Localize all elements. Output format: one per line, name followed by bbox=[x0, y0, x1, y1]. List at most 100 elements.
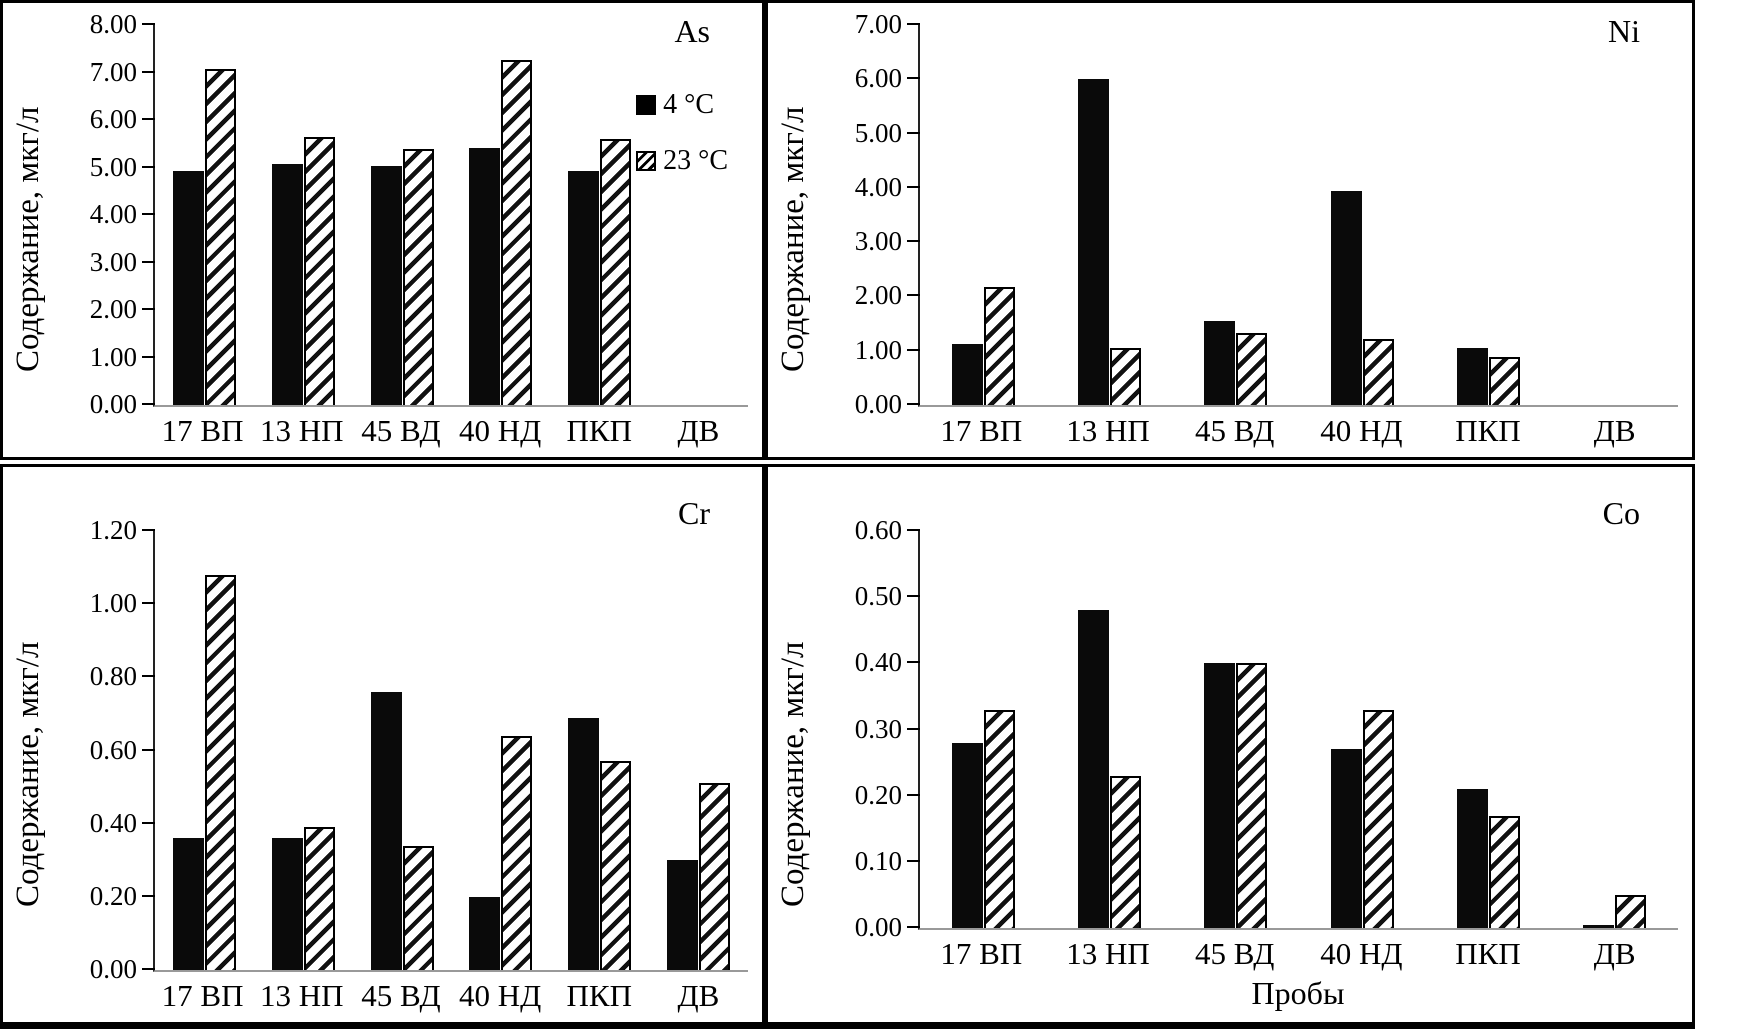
chart-title-co: Co bbox=[1602, 495, 1640, 531]
y-tick-label: 0.40 bbox=[89, 807, 137, 838]
x-axis-labels: 17 ВП 13 НП 45 ВД 40 НД ПКП ДВ bbox=[153, 972, 748, 1018]
bar-23c bbox=[699, 783, 731, 970]
chart-panel-cr: Cr Содержание, мкг/л 0.00 0.20 0.40 0.60 0.8… bbox=[0, 464, 765, 1029]
x-tick-label: 45 ВД bbox=[361, 977, 441, 1013]
bar-group bbox=[1552, 25, 1678, 405]
bar-group bbox=[451, 25, 550, 405]
y-tick: 1.00 bbox=[90, 590, 155, 617]
legend-item-23c: 23 °C bbox=[636, 147, 728, 175]
bar-4c bbox=[1456, 348, 1488, 405]
chart-panel-as: As 4 °C 23 °C Содержание, мкг/л 0.00 1.00… bbox=[0, 0, 765, 460]
y-tick: 7.00 bbox=[855, 10, 920, 37]
y-tick-label: 8.00 bbox=[89, 8, 137, 39]
bar-23c bbox=[600, 139, 632, 405]
legend-swatch-23c-icon bbox=[636, 151, 657, 171]
y-tick-label: 7.00 bbox=[89, 56, 137, 87]
bar-group bbox=[1173, 531, 1299, 928]
bar-group bbox=[1425, 531, 1551, 928]
y-tick: 4.00 bbox=[855, 173, 920, 200]
legend-label-23c: 23 °C bbox=[663, 145, 728, 176]
bar-group bbox=[254, 531, 353, 970]
y-tick-label: 0.00 bbox=[89, 953, 137, 984]
y-tick-label: 1.20 bbox=[89, 514, 137, 545]
bar-group bbox=[649, 25, 748, 405]
bar-group bbox=[1552, 531, 1678, 928]
y-tick: 7.00 bbox=[90, 58, 155, 85]
x-tick-label: 17 ВП bbox=[161, 977, 244, 1013]
y-tick-label: 1.00 bbox=[854, 334, 902, 365]
x-axis-title: Пробы bbox=[1251, 975, 1345, 1011]
plot-area-as: 0.00 1.00 2.00 3.00 4.00 5.00 6.00 7.00 8.00 bbox=[90, 10, 748, 417]
x-tick-label: 45 ВД bbox=[361, 412, 441, 448]
y-tick-label: 0.00 bbox=[854, 911, 902, 942]
y-tick-label: 0.80 bbox=[89, 661, 137, 692]
y-tick-label: 0.60 bbox=[854, 514, 902, 545]
x-tick-label: 13 НП bbox=[1066, 412, 1150, 448]
y-tick: 0.30 bbox=[855, 715, 920, 742]
y-tick-label: 0.20 bbox=[89, 880, 137, 911]
x-tick-label: 45 ВД bbox=[1194, 412, 1275, 448]
bar-23c bbox=[204, 68, 236, 405]
chart-title-as: As bbox=[674, 13, 710, 49]
bar-4c bbox=[271, 163, 303, 405]
x-tick-label: 40 НД bbox=[458, 412, 542, 448]
plot-area-co: 0.00 0.10 0.20 0.30 0.40 0.50 0.60 bbox=[855, 516, 1678, 940]
y-tick: 0.60 bbox=[90, 736, 155, 763]
x-tick-label: 40 НД bbox=[1320, 935, 1403, 971]
bar-4c bbox=[1077, 610, 1109, 928]
y-tick-label: 5.00 bbox=[854, 117, 902, 148]
chart-title-ni: Ni bbox=[1608, 13, 1640, 49]
x-axis-labels: 17 ВП 13 НП 45 ВД 40 НД ПКП ДВ bbox=[918, 407, 1678, 453]
legend-swatch-4c-icon bbox=[636, 95, 657, 115]
bar-4c bbox=[1330, 749, 1362, 928]
x-tick-label: 17 ВП bbox=[161, 412, 244, 448]
y-tick: 0.00 bbox=[90, 955, 155, 982]
bar-23c bbox=[1362, 338, 1394, 405]
y-tick: 0.00 bbox=[855, 913, 920, 940]
bar-4c bbox=[951, 742, 983, 928]
y-tick-label: 4.00 bbox=[854, 171, 902, 202]
bar-4c bbox=[1330, 190, 1362, 405]
y-tick: 0.80 bbox=[90, 663, 155, 690]
bar-group bbox=[649, 531, 748, 970]
bar-group bbox=[353, 25, 452, 405]
y-tick: 0.20 bbox=[90, 882, 155, 909]
x-tick-label: ДВ bbox=[677, 977, 720, 1013]
x-tick-label: 45 ВД bbox=[1194, 935, 1275, 971]
bar-group bbox=[920, 25, 1046, 405]
bar-23c bbox=[1109, 348, 1141, 405]
y-axis-title: Содержание, мкг/л bbox=[10, 641, 46, 908]
x-tick-label: 40 НД bbox=[1320, 412, 1403, 448]
bar-23c bbox=[501, 735, 533, 970]
y-tick: 4.00 bbox=[90, 200, 155, 227]
x-axis-labels: 17 ВП 13 НП 45 ВД 40 НД ПКП ДВ bbox=[918, 930, 1678, 976]
bar-23c bbox=[983, 286, 1015, 405]
bar-4c bbox=[667, 860, 699, 970]
x-tick-label: ПКП bbox=[1455, 412, 1521, 448]
bar-4c bbox=[172, 170, 204, 405]
bar-group bbox=[254, 25, 353, 405]
y-axis-title: Содержание, мкг/л bbox=[775, 106, 811, 372]
y-tick: 5.00 bbox=[855, 119, 920, 146]
legend-label-4c: 4 °C bbox=[663, 89, 714, 120]
bar-23c bbox=[303, 136, 335, 405]
bar-4c bbox=[951, 344, 983, 405]
bar-group bbox=[1299, 25, 1425, 405]
y-tick-label: 0.00 bbox=[854, 388, 902, 419]
x-tick-label: ДВ bbox=[1593, 935, 1636, 971]
x-tick-label: ДВ bbox=[677, 412, 720, 448]
bar-4c bbox=[568, 170, 600, 405]
y-tick-label: 0.40 bbox=[854, 647, 902, 678]
x-tick-label: 13 НП bbox=[259, 412, 344, 448]
bar-group bbox=[155, 25, 254, 405]
y-tick: 0.60 bbox=[855, 516, 920, 543]
y-axis-title: Содержание, мкг/л bbox=[775, 641, 811, 908]
plot-area-cr: 0.00 0.20 0.40 0.60 0.80 1.00 1.20 bbox=[90, 516, 748, 982]
y-tick: 0.20 bbox=[855, 781, 920, 808]
y-tick: 0.00 bbox=[90, 390, 155, 417]
bar-23c bbox=[1615, 894, 1647, 928]
y-tick-label: 1.00 bbox=[89, 588, 137, 619]
y-tick-label: 0.60 bbox=[89, 734, 137, 765]
y-tick-label: 0.00 bbox=[89, 388, 137, 419]
y-tick: 3.00 bbox=[90, 248, 155, 275]
